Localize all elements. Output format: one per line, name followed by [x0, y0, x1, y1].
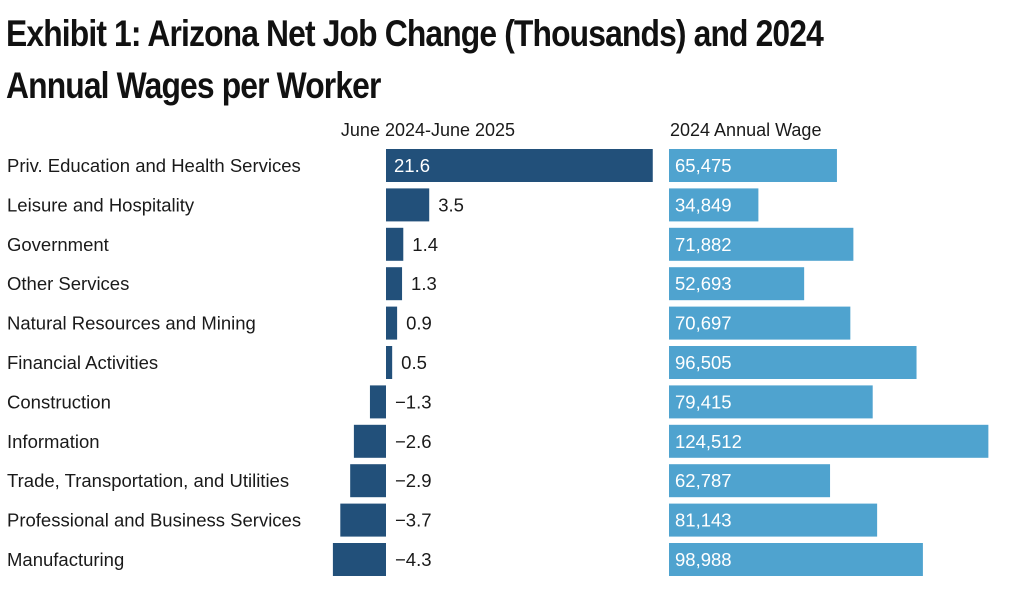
header-annual-wage: 2024 Annual Wage	[670, 120, 821, 140]
annual-wage-value: 52,693	[675, 273, 732, 294]
annual-wage-value: 65,475	[675, 155, 732, 176]
job-change-bar	[350, 464, 386, 498]
job-change-value: 1.4	[412, 234, 438, 255]
job-change-bar	[386, 149, 653, 182]
job-change-value: −1.3	[395, 391, 432, 412]
job-change-bar	[386, 227, 404, 261]
job-change-bar	[386, 188, 430, 222]
job-change-value: −2.6	[395, 431, 432, 452]
job-change-bar	[353, 424, 386, 458]
job-change-value: 0.9	[406, 313, 432, 334]
job-change-value: −2.9	[395, 470, 432, 491]
category-label: Priv. Education and Health Services	[7, 155, 301, 176]
annual-wage-value: 34,849	[675, 194, 732, 215]
job-change-bar	[340, 503, 386, 537]
category-label: Information	[7, 431, 100, 452]
annual-wage-bar	[669, 503, 878, 537]
category-label: Leisure and Hospitality	[7, 194, 195, 215]
chart-title: Exhibit 1: Arizona Net Job Change (Thous…	[6, 13, 824, 106]
category-label: Construction	[7, 391, 111, 412]
job-change-bar	[386, 346, 393, 379]
annual-wage-bar	[669, 464, 831, 498]
annual-wage-bar	[669, 424, 989, 458]
annual-wage-value: 96,505	[675, 352, 732, 373]
job-change-value: 1.3	[411, 273, 437, 294]
annual-wage-bar	[669, 306, 851, 340]
category-label: Natural Resources and Mining	[7, 313, 256, 334]
job-change-value: 21.6	[394, 155, 430, 176]
job-change-bar	[386, 306, 398, 340]
annual-wage-bar	[669, 385, 873, 419]
annual-wage-bar	[669, 188, 759, 222]
annual-wage-value: 81,143	[675, 510, 732, 531]
job-change-value: 3.5	[438, 194, 464, 215]
category-label: Manufacturing	[7, 549, 124, 570]
header-job-change: June 2024-June 2025	[341, 120, 515, 140]
annual-wage-bar	[669, 149, 837, 182]
category-label: Government	[7, 234, 109, 255]
job-change-value: −4.3	[395, 549, 432, 570]
job-change-value: −3.7	[395, 510, 432, 531]
job-change-bar	[369, 385, 386, 419]
annual-wage-bar	[669, 543, 923, 576]
job-change-value: 0.5	[401, 352, 427, 373]
annual-wage-bar	[669, 346, 917, 379]
annual-wage-value: 62,787	[675, 470, 732, 491]
annual-wage-value: 71,882	[675, 234, 732, 255]
annual-wage-value: 79,415	[675, 391, 732, 412]
category-label: Professional and Business Services	[7, 510, 301, 531]
category-label: Other Services	[7, 273, 129, 294]
category-label: Financial Activities	[7, 352, 158, 373]
annual-wage-bar	[669, 227, 854, 261]
annual-wage-value: 98,988	[675, 549, 732, 570]
annual-wage-bar	[669, 267, 805, 301]
annual-wage-value: 70,697	[675, 313, 732, 334]
job-change-bar	[332, 543, 386, 576]
annual-wage-value: 124,512	[675, 431, 742, 452]
job-change-bar	[386, 267, 403, 301]
category-label: Trade, Transportation, and Utilities	[7, 470, 289, 491]
